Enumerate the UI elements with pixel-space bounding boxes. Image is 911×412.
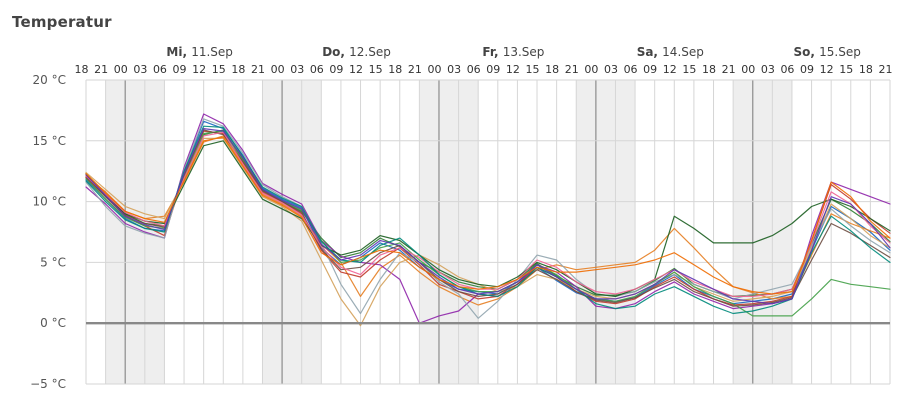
x-hour-label: 00 — [271, 63, 285, 76]
x-hour-label: 00 — [114, 63, 128, 76]
x-hour-label: 15 — [839, 63, 853, 76]
x-hour-label: 12 — [192, 63, 206, 76]
y-tick-label: 10 °C — [33, 195, 66, 209]
x-hour-label: 21 — [565, 63, 579, 76]
x-hour-label: 21 — [251, 63, 265, 76]
x-hour-label: 15 — [526, 63, 540, 76]
x-hour-label: 18 — [231, 63, 245, 76]
x-hour-label: 18 — [702, 63, 716, 76]
x-hour-label: 12 — [663, 63, 677, 76]
y-tick-label: 5 °C — [40, 255, 66, 269]
x-hour-label: 18 — [388, 63, 402, 76]
x-hour-label: 06 — [780, 63, 794, 76]
x-day-labels: Mi, 11.Sep Do, 12.Sep Fr, 13.Sep Sa, 14.Sep… — [166, 45, 860, 59]
night-band — [733, 80, 792, 384]
x-hour-label: 03 — [290, 63, 304, 76]
night-shading — [105, 80, 792, 384]
x-hour-label: 03 — [604, 63, 618, 76]
chart-title: Temperatur — [12, 13, 112, 31]
x-hour-label: 21 — [879, 63, 893, 76]
x-hour-labels: 18 21 00 03 06 09 12 15 18 21 00 03 06 09 12 15 18 21 00 03… — [75, 63, 893, 76]
x-hour-label: 09 — [643, 63, 657, 76]
y-tick-label: 20 °C — [33, 73, 66, 87]
grid-lines — [85, 79, 891, 385]
night-band — [576, 80, 636, 384]
x-hour-label: 15 — [369, 63, 383, 76]
x-hour-label: 06 — [467, 63, 481, 76]
x-hour-label: 15 — [212, 63, 226, 76]
series-line — [85, 118, 891, 319]
series-line — [85, 130, 891, 317]
x-hour-label: 18 — [545, 63, 559, 76]
x-hour-label: 21 — [408, 63, 422, 76]
y-tick-label: 15 °C — [33, 134, 66, 148]
x-hour-label: 12 — [820, 63, 834, 76]
x-day-label: Do, 12.Sep — [322, 45, 391, 59]
x-hour-label: 09 — [329, 63, 343, 76]
x-hour-label: 15 — [682, 63, 696, 76]
x-day-label: Mi, 11.Sep — [166, 45, 233, 59]
series-line — [85, 128, 891, 305]
x-hour-label: 00 — [584, 63, 598, 76]
series-lines — [85, 113, 891, 327]
x-hour-label: 18 — [75, 63, 89, 76]
x-day-label: Fr, 13.Sep — [482, 45, 544, 59]
x-hour-label: 06 — [310, 63, 324, 76]
x-hour-label: 09 — [800, 63, 814, 76]
x-hour-label: 03 — [447, 63, 461, 76]
y-tick-label: 0 °C — [40, 316, 66, 330]
series-line — [85, 140, 891, 297]
y-tick-label: −5 °C — [30, 377, 66, 391]
x-hour-label: 21 — [722, 63, 736, 76]
x-hour-label: 21 — [94, 63, 108, 76]
x-hour-label: 00 — [741, 63, 755, 76]
night-band — [105, 80, 165, 384]
x-hour-label: 03 — [133, 63, 147, 76]
night-band — [419, 80, 479, 384]
series-line — [85, 131, 891, 297]
x-hour-label: 06 — [153, 63, 167, 76]
x-hour-label: 06 — [624, 63, 638, 76]
x-hour-label: 12 — [349, 63, 363, 76]
x-hour-label: 03 — [761, 63, 775, 76]
y-axis-labels: 20 °C 15 °C 10 °C 5 °C 0 °C −5 °C — [30, 73, 66, 391]
x-hour-label: 00 — [427, 63, 441, 76]
x-day-label: Sa, 14.Sep — [637, 45, 704, 59]
series-line — [85, 125, 891, 315]
x-hour-label: 12 — [506, 63, 520, 76]
x-hour-label: 09 — [173, 63, 187, 76]
x-day-label: So, 15.Sep — [794, 45, 861, 59]
x-hour-label: 18 — [859, 63, 873, 76]
series-line — [85, 136, 891, 295]
x-hour-label: 09 — [486, 63, 500, 76]
